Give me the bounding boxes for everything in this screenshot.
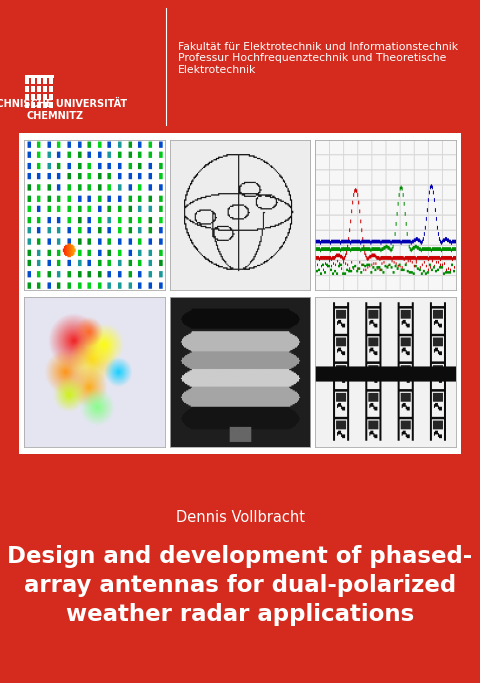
Bar [31, 86, 35, 92]
Bar [49, 94, 53, 100]
Bar [25, 86, 29, 92]
Text: Dennis Vollbracht: Dennis Vollbracht [176, 510, 304, 525]
Bar [43, 86, 47, 92]
Bar [25, 75, 54, 78]
Bar [49, 86, 53, 92]
Bar [37, 79, 41, 84]
Bar [43, 102, 47, 108]
Bar [31, 94, 35, 100]
Bar [31, 79, 35, 84]
Bar [37, 94, 41, 100]
Bar [25, 79, 29, 84]
Bar [37, 86, 41, 92]
Bar [25, 102, 29, 108]
Bar [37, 102, 41, 108]
Text: Fakultät für Elektrotechnik und Informationstechnik
Professur Hochfrequenztechni: Fakultät für Elektrotechnik und Informat… [178, 42, 458, 75]
Bar [25, 94, 29, 100]
Bar [31, 102, 35, 108]
Bar [19, 133, 461, 454]
Bar [43, 94, 47, 100]
Bar [49, 79, 53, 84]
Text: Design and development of phased-
array antennas for dual-polarized
weather rada: Design and development of phased- array … [7, 545, 473, 626]
Bar [43, 79, 47, 84]
Text: TECHNISCHE UNIVERSITÄT
CHEMNITZ: TECHNISCHE UNIVERSITÄT CHEMNITZ [0, 99, 127, 121]
Bar [49, 102, 53, 108]
